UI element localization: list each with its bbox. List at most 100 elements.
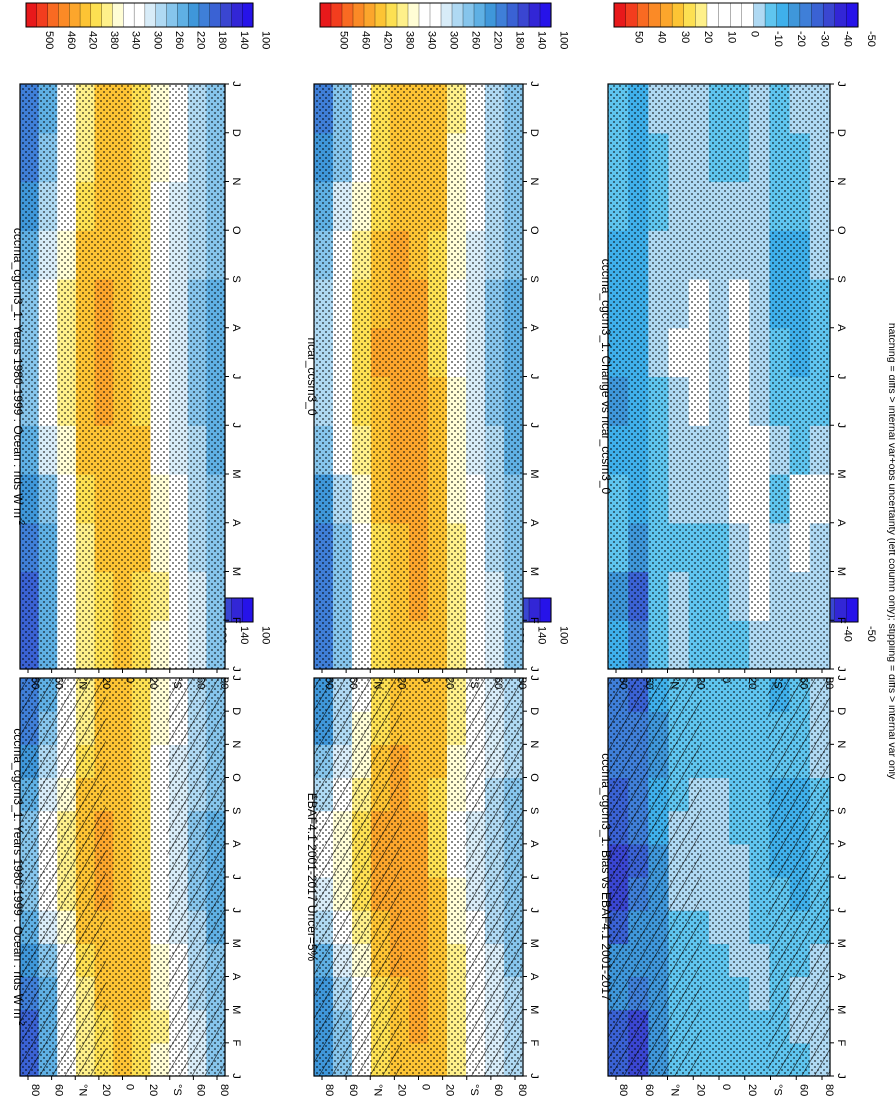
colorbar-tick-label: 0: [749, 31, 761, 37]
colorbar-swatch: [36, 2, 49, 28]
panel-p2: 80 60 °N 20 0 20 °S 60 80JFMAMJJASONDJcccma_cgcm…: [11, 2, 271, 689]
month-tick-label: J: [230, 81, 242, 87]
month-tick-label: A: [835, 519, 847, 527]
lat-tick-label: °N: [669, 677, 681, 689]
colorbar-swatch: [440, 2, 453, 28]
colorbar-swatch: [637, 2, 650, 28]
lat-tick-label: 80: [323, 677, 335, 689]
colorbar-swatch: [846, 2, 859, 28]
lat-tick-label: 20: [100, 1084, 112, 1096]
colorbar-tick-label: -40: [842, 626, 854, 642]
month-tick-label: J: [230, 874, 242, 880]
lat-tick-label: 20: [147, 677, 159, 689]
month-tick-label: A: [230, 519, 242, 527]
colorbar-swatch: [319, 2, 332, 28]
colorbar-swatch: [528, 2, 541, 28]
lat-tick-label: 0: [720, 1084, 732, 1090]
colorbar-tick-label: 260: [470, 31, 482, 49]
lat-tick-label: 80: [617, 1084, 629, 1096]
colorbar-tick-label: 220: [195, 31, 207, 49]
lat-tick-label: °S: [772, 1084, 784, 1096]
month-tick-label: J: [230, 666, 242, 672]
title-superscript: -2: [17, 1019, 26, 1027]
colorbar-swatch: [671, 2, 685, 28]
month-tick-label: S: [528, 807, 540, 814]
month-tick-label: J: [835, 81, 847, 87]
colorbar-swatch: [517, 2, 530, 28]
lat-tick-label: °S: [772, 677, 784, 689]
colorbar-swatch: [112, 2, 124, 28]
month-tick-label: D: [835, 707, 847, 715]
panels-layer: 80 60 °N 20 0 20 °S 60 80 J F M A M J J A S O N D Jcccma_cgcm…: [11, 2, 877, 1096]
panel-p5: 80 60 °N 20 0 20 °S 60 80JFMAMJJASONDJcccma_cgcm…: [599, 597, 877, 1096]
month-tick-label: M: [230, 939, 242, 948]
panel-title: ncar_ccsm3_0: [305, 337, 319, 415]
month-tick-label: O: [230, 226, 242, 235]
colorbar: 500 460 420 380 340 300 260 220 180 140 100: [25, 2, 271, 49]
month-tick-label: N: [528, 178, 540, 186]
colorbar-tick-label: -30: [818, 31, 830, 47]
hatching-overlay: [767, 678, 830, 1076]
month-tick-label: D: [230, 707, 242, 715]
lat-tick-label: 0: [720, 677, 732, 683]
lat-tick-label: 0: [124, 1084, 136, 1090]
month-tick-label: M: [835, 939, 847, 948]
colorbar-swatch: [811, 2, 824, 28]
colorbar-swatch: [69, 2, 81, 28]
lat-tick-label: 60: [492, 677, 504, 689]
colorbar-frame: [613, 2, 859, 28]
lat-tick-label: 80: [29, 677, 41, 689]
lat-tick-label: 60: [53, 677, 65, 689]
month-tick-label: S: [835, 807, 847, 814]
month-tick-label: O: [835, 773, 847, 782]
panel-title: cccma_cgcm3_1: Bias vs EBAF4.1 2001-2017: [599, 753, 613, 1001]
colorbar: 500 460 420 380 340 300 260 220 180 140 100: [319, 2, 570, 49]
colorbar-swatch: [231, 2, 243, 28]
colorbar-swatch: [730, 2, 743, 28]
month-tick-label: S: [528, 275, 540, 282]
colorbar-tick-label: 140: [536, 626, 548, 644]
month-tick-label: J: [835, 874, 847, 880]
month-tick-label: M: [528, 469, 540, 478]
lat-tick-label: 60: [643, 677, 655, 689]
hatching-overlay: [20, 678, 107, 1076]
colorbar-tick-label: 140: [238, 626, 250, 644]
colorbar-swatch: [101, 2, 114, 28]
colorbar-swatch: [625, 2, 638, 28]
month-tick-label: M: [835, 469, 847, 478]
colorbar-swatch: [330, 2, 343, 28]
month-tick-label: M: [230, 469, 242, 478]
lat-tick-label: °N: [669, 1084, 681, 1096]
stippling-overlay: [314, 84, 523, 669]
colorbar-tick-label: -40: [842, 31, 854, 47]
lat-tick-label: 80: [29, 1084, 41, 1096]
month-tick-label: J: [835, 374, 847, 380]
lat-tick-label: 20: [444, 1084, 456, 1096]
colorbar-swatch: [822, 2, 836, 28]
month-tick-label: F: [230, 1039, 242, 1046]
colorbar-swatch: [506, 2, 519, 28]
month-tick-label: A: [528, 973, 540, 981]
colorbar-swatch: [718, 2, 731, 28]
month-tick-label: J: [528, 675, 540, 681]
colorbar-tick-label: 300: [448, 31, 460, 49]
colorbar-swatch: [47, 2, 59, 28]
lat-tick-label: 20: [395, 1084, 407, 1096]
colorbar-frame: [319, 2, 552, 28]
colorbar-tick-label: 420: [87, 31, 99, 49]
colorbar-swatch: [776, 2, 789, 28]
month-tick-label: M: [528, 939, 540, 948]
colorbar-swatch: [660, 2, 673, 28]
colorbar-tick-label: 340: [426, 31, 438, 49]
month-tick-label: A: [835, 324, 847, 332]
colorbar-swatch: [741, 2, 754, 28]
colorbar-tick-label: 500: [43, 31, 55, 49]
colorbar-tick-label: 20: [702, 31, 714, 43]
lat-tick-label: °S: [171, 1084, 183, 1096]
colorbar-swatch: [242, 597, 254, 623]
colorbar-swatch: [429, 2, 442, 28]
month-tick-label: J: [230, 423, 242, 429]
colorbar-swatch: [407, 2, 420, 28]
lat-tick-label: °N: [371, 1084, 383, 1096]
